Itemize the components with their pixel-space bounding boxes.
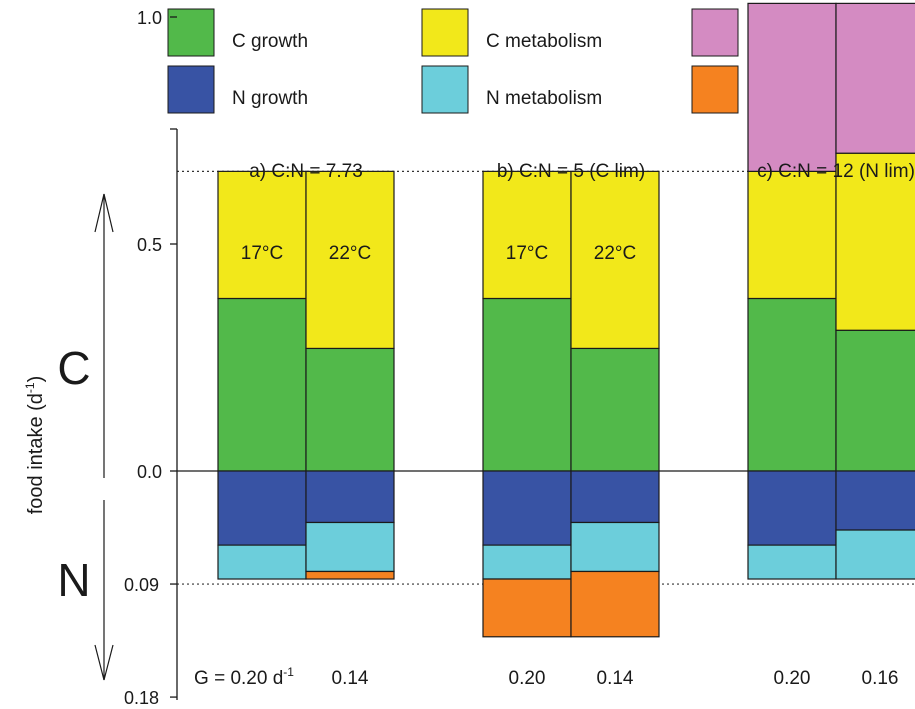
legend-swatch-c-metabolism [421,8,469,57]
legend-label-n-metabolism: N metabolism [486,88,602,109]
bar-3-1-n-metabolism [747,544,837,580]
bars [217,2,915,638]
c-tick-label-2: 1.0 [137,8,162,28]
bar-2-1-c-growth [482,297,572,472]
bar-1-1-n-metabolism [217,544,307,580]
n-arrow-head [94,644,114,681]
temperature-label-1-1: 17°C [241,243,283,264]
legend-swatch-n-metabolism [421,65,469,114]
bar-1-2-c-growth [305,347,395,472]
temperature-label-2-2: 22°C [594,243,636,264]
y-axis-title: food intake (d-1) [23,376,47,515]
growth-rate-label-2-2: 0.14 [597,668,634,689]
bar-1-1-n-growth [217,470,307,546]
bar-3-1-c-excess [747,2,837,172]
bar-2-2-n-excess [570,570,660,638]
bar-2-2-c-growth [570,347,660,472]
y-axis: 0.0 0.5 1.0 0.09 0.18 [94,8,178,708]
legend-swatch-n-excess [691,65,739,114]
bar-1-2-n-excess [305,570,395,580]
n-tick-label-0: 0.09 [124,575,159,595]
growth-rate-label-1-1: G = 0.20 d-1 [194,665,294,689]
growth-rate-label-3-2: 0.16 [862,668,899,689]
bar-3-2-c-growth [835,329,915,472]
bar-1-1-c-growth [217,297,307,472]
bar-2-1-n-metabolism [482,544,572,580]
legend-swatch-c-excess [691,8,739,57]
bar-2-2-n-growth [570,470,660,524]
bar-1-2-n-growth [305,470,395,524]
bar-1-2-n-metabolism [305,521,395,573]
bar-2-2-n-metabolism [570,521,660,573]
bar-1-1-c-metabolism [217,170,307,300]
growth-rate-label-3-1: 0.20 [774,668,811,689]
temperature-label-2-1: 17°C [506,243,548,264]
c-tick-label-1: 0.5 [137,235,162,255]
group-title-2: b) C:N = 5 (C lim) [497,161,645,182]
bar-2-2-c-metabolism [570,170,660,350]
group-labels: a) C:N = 7.73 17°C G = 0.20 d-1 22°C 0.14 b) … [194,161,915,689]
c-arrow-head [94,193,114,233]
bar-3-2-n-growth [835,470,915,531]
legend-label-n-growth: N growth [232,88,308,109]
bar-3-2-n-metabolism [835,529,915,580]
bar-3-1-c-metabolism [747,170,837,300]
group-title-1: a) C:N = 7.73 [249,161,363,182]
growth-rate-label-2-1: 0.20 [509,668,546,689]
temperature-label-1-2: 22°C [329,243,371,264]
bar-3-1-c-growth [747,297,837,472]
n-side-label: N [57,554,90,606]
c-side-label: C [57,342,90,394]
legend-label-c-metabolism: C metabolism [486,31,602,52]
bar-3-2-c-excess [835,2,915,154]
group-title-3: c) C:N = 12 (N lim) [757,161,915,182]
bar-2-1-c-metabolism [482,170,572,300]
n-tick-label-1: 0.18 [124,688,159,708]
bar-2-1-n-growth [482,470,572,546]
legend-label-c-growth: C growth [232,31,308,52]
bar-1-2-c-metabolism [305,170,395,350]
legend-swatch-n-growth [167,65,215,114]
bar-3-1-n-growth [747,470,837,546]
bar-2-1-n-excess [482,578,572,638]
growth-rate-label-1-2: 0.14 [332,668,369,689]
c-tick-label-0: 0.0 [137,462,162,482]
legend-swatch-c-growth [167,8,215,57]
bar-3-2-c-metabolism [835,152,915,331]
